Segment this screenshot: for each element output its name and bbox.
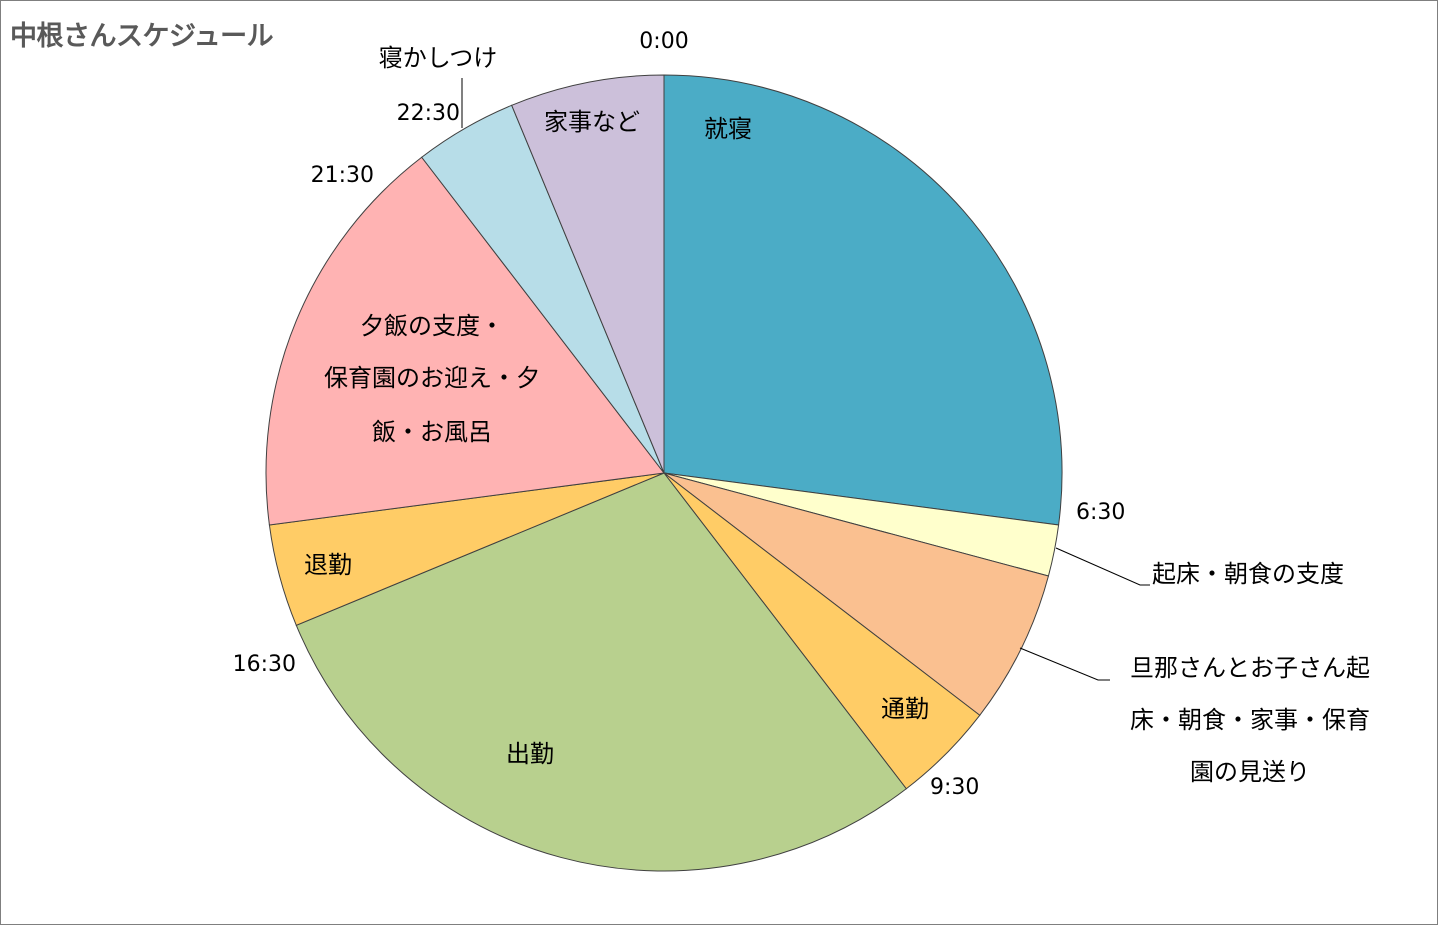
tick-label-1630: 16:30 — [233, 652, 296, 677]
tick-label-0930: 9:30 — [930, 775, 979, 800]
tick-label-0000: 0:00 — [639, 29, 688, 54]
slice-label-commute: 通勤 — [881, 695, 929, 723]
leader-line-morning — [1019, 647, 1110, 681]
slice-label-morning-line-1: 旦那さんとお子さん起 — [1130, 654, 1370, 682]
leader-lines — [461, 78, 1150, 681]
pie-slices — [265, 74, 1063, 872]
pie-slice-6 — [265, 156, 665, 526]
pie-slice-4 — [295, 472, 907, 872]
pie-slice-0 — [663, 74, 1063, 526]
pie-slice-8 — [511, 74, 665, 474]
slice-label-chores: 家事など — [544, 108, 640, 136]
slice-label-morning-line-2: 床・朝食・家事・保育 — [1130, 706, 1370, 734]
slice-label-morning-line-3: 園の見送り — [1190, 758, 1310, 786]
slice-label-evening-line-2: 保育園のお迎え・夕 — [324, 364, 540, 392]
pie-slice-2 — [663, 472, 1050, 716]
tick-label-2130: 21:30 — [311, 163, 374, 188]
tick-label-2230: 22:30 — [397, 101, 460, 126]
tick-label-0630: 6:30 — [1076, 500, 1125, 525]
slice-labels: 就寝 起床・朝食の支度 旦那さんとお子さん起 床・朝食・家事・保育 園の見送り … — [304, 44, 1370, 786]
slice-label-sleep: 就寝 — [704, 115, 752, 143]
slice-label-bedtime: 寝かしつけ — [379, 44, 498, 72]
slice-label-evening-line-3: 飯・お風呂 — [372, 418, 492, 446]
chart-title: 中根さんスケジュール — [10, 21, 274, 52]
leader-line-wake — [1055, 547, 1150, 586]
slice-label-work: 出勤 — [506, 740, 554, 768]
slice-label-evening-line-1: 夕飯の支度・ — [360, 312, 504, 340]
slice-label-wake: 起床・朝食の支度 — [1152, 560, 1344, 588]
slice-label-leave: 退勤 — [304, 551, 352, 579]
time-tick-labels: 0:00 6:30 9:30 16:30 21:30 22:30 — [233, 29, 1126, 800]
